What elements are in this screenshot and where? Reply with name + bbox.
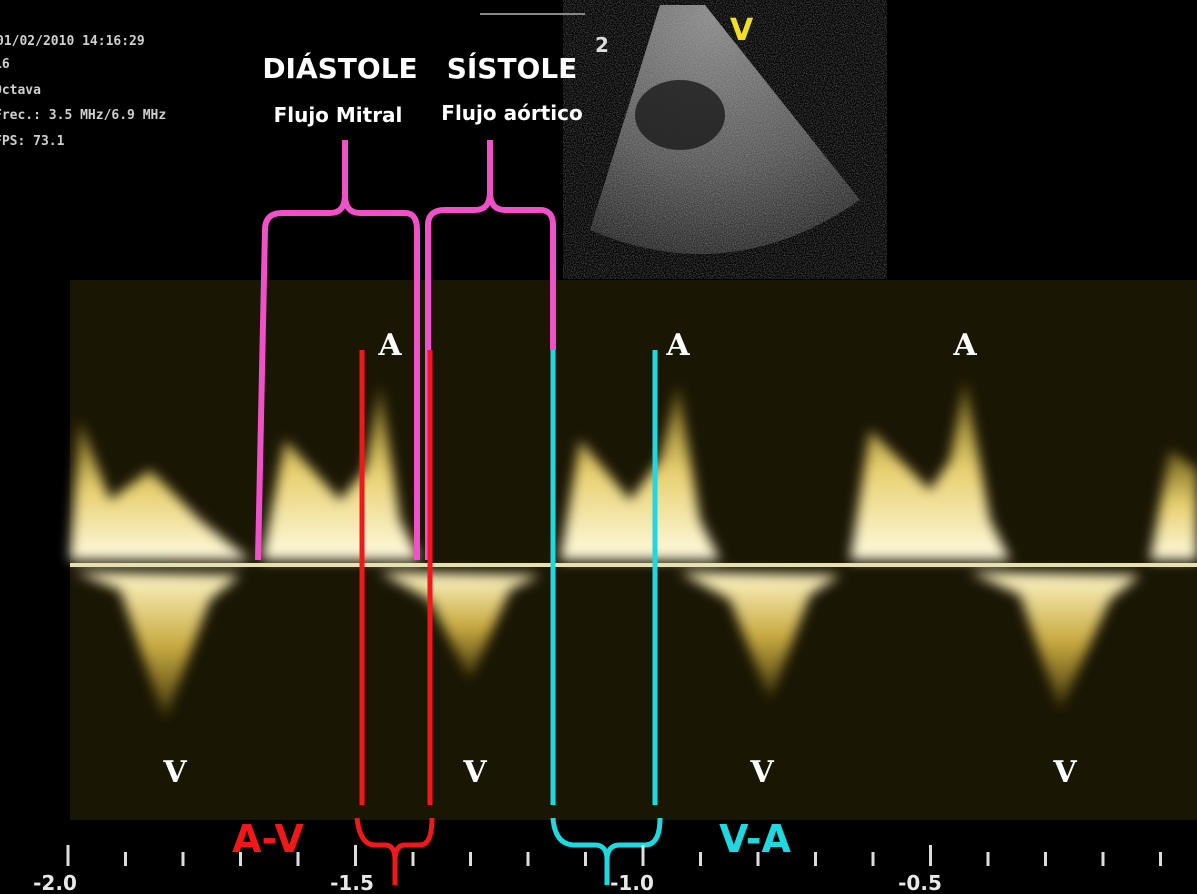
header-line: FPS: 73.1 [0,134,65,149]
av-label: A-V [232,817,304,861]
axis-label: -1.5 [330,871,374,894]
v-wave-label: V [162,755,187,790]
systole-sub: Flujo aórtico [441,101,582,125]
a-wave-label: A [665,328,690,363]
header-line: 16 [0,57,10,72]
probe-number: 2 [595,33,609,57]
echo-screen: 01/02/2010 14:16:29 16 Octava Frec.: 3.5… [0,0,1197,894]
systole-label: SÍSTOLE [447,51,578,85]
v-wave-label: V [1052,755,1077,790]
axis-label: -2.0 [33,871,77,894]
a-wave-label: A [377,328,402,363]
axis-label: -1.0 [610,871,654,894]
header-line: Octava [0,83,41,98]
header-line: 01/02/2010 14:16:29 [0,34,145,49]
v-wave-label: V [462,755,487,790]
chamber [635,80,725,150]
probe-marker: V [730,13,754,48]
axis-label: -0.5 [898,871,942,894]
diastole-sub: Flujo Mitral [274,103,403,127]
diastole-label: DIÁSTOLE [262,51,417,85]
v-wave-label: V [749,755,774,790]
va-label: V-A [719,817,791,861]
header-line: Frec.: 3.5 MHz/6.9 MHz [0,108,166,123]
a-wave-label: A [952,328,977,363]
